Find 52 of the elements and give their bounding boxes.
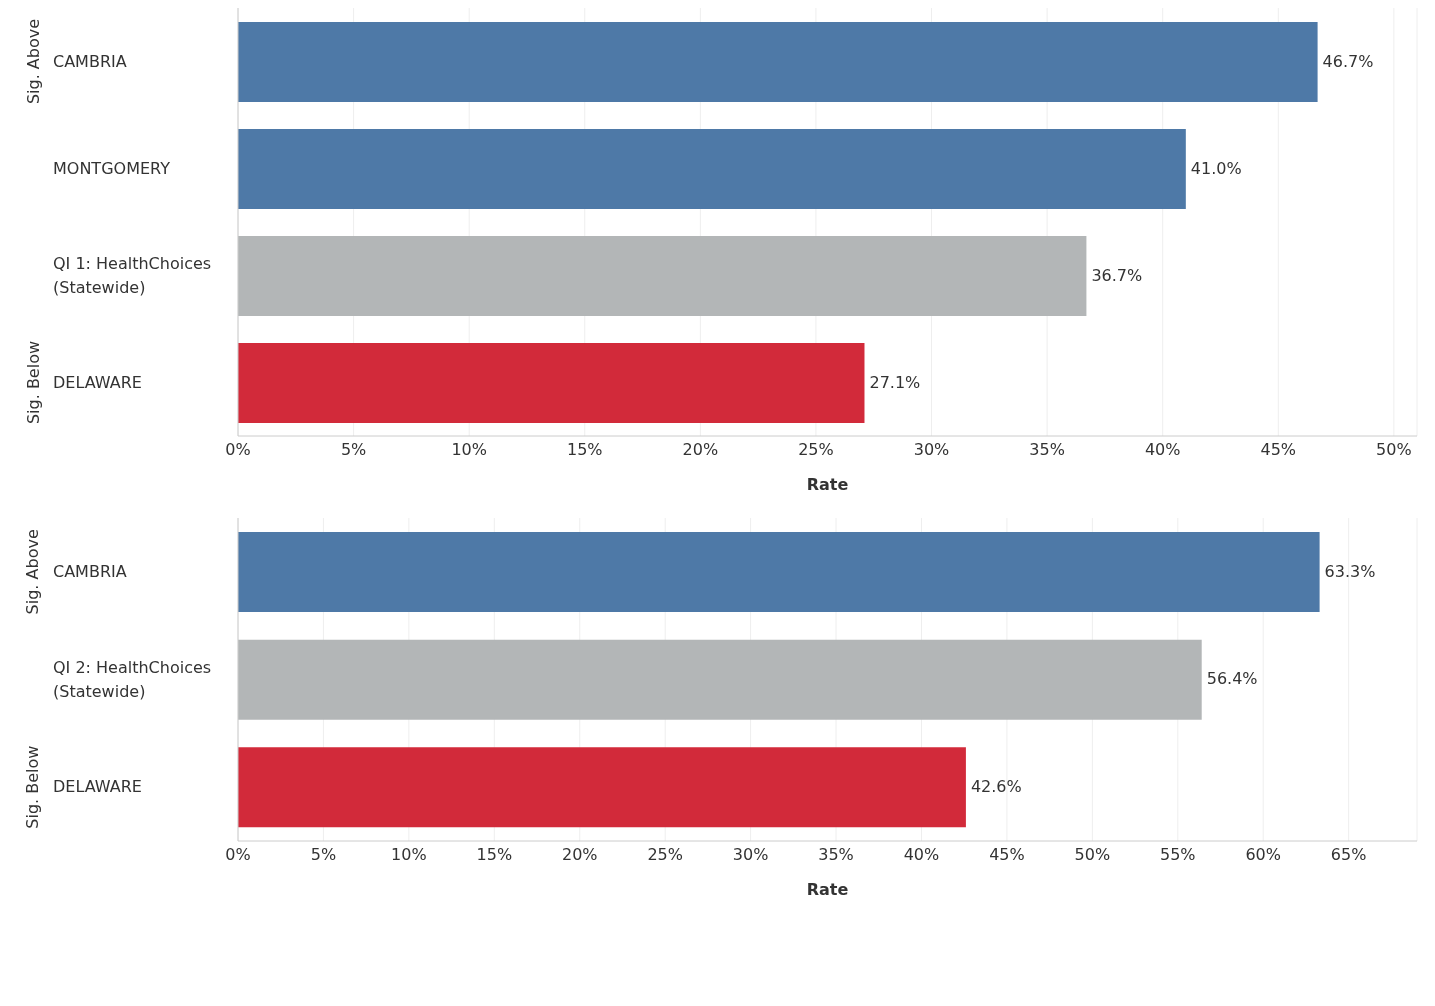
x-tick-label: 35%	[818, 845, 854, 865]
data-label: 63.3%	[1324, 561, 1376, 581]
y-tick-label: QI 1: HealthChoices (Statewide)	[53, 253, 212, 296]
x-tick-label: 50%	[1376, 440, 1412, 460]
y-tick-label: DELAWARE	[53, 776, 142, 796]
x-tick-label: 5%	[310, 845, 337, 865]
data-label: 36.7%	[1091, 265, 1143, 285]
data-label: 27.1%	[869, 372, 921, 392]
y-tick-label: CAMBRIA	[53, 561, 127, 581]
x-tick-label: 20%	[561, 845, 598, 865]
x-tick-label: 55%	[1160, 845, 1196, 865]
data-label: 56.4%	[1206, 669, 1258, 689]
data-label: 46.7%	[1322, 51, 1374, 71]
y-tick-label: QI 2: HealthChoices (Statewide)	[53, 657, 212, 700]
x-tick-label: 30%	[732, 845, 769, 865]
bar	[238, 22, 1318, 102]
data-label: 42.6%	[970, 776, 1022, 796]
x-tick-label: 60%	[1245, 845, 1281, 865]
x-tick-label: 25%	[798, 440, 834, 460]
x-tick-label: 35%	[1029, 440, 1065, 460]
bar	[238, 747, 966, 828]
x-tick-label: 50%	[1074, 845, 1111, 865]
text: Sig. Below	[23, 745, 43, 829]
x-tick-label: 25%	[647, 845, 683, 865]
x-tick-label: 15%	[566, 440, 603, 460]
x-tick-label: 20%	[682, 440, 719, 460]
x-tick-label: 0%	[225, 440, 251, 460]
bar	[238, 236, 1087, 316]
x-axis-title: Rate	[806, 880, 849, 899]
x-tick-label: 45%	[989, 845, 1025, 865]
x-tick-label: 65%	[1330, 845, 1367, 865]
x-tick-label: 5%	[340, 440, 367, 460]
y-tick-label: MONTGOMERY	[53, 158, 171, 177]
x-tick-label: 10%	[451, 440, 487, 460]
x-tick-label: 15%	[476, 845, 513, 865]
bar	[238, 129, 1186, 209]
bar	[238, 532, 1320, 612]
text: Sig. Above	[23, 529, 43, 615]
y-tick-label: DELAWARE	[53, 372, 142, 391]
x-tick-label: 40%	[1144, 440, 1181, 460]
text: Sig. Below	[23, 340, 43, 425]
x-axis-title: Rate	[806, 475, 849, 494]
y-tick-label: CAMBRIA	[53, 51, 127, 70]
x-tick-label: 0%	[225, 845, 251, 865]
data-label: 41.0%	[1190, 158, 1242, 178]
text: Sig. Above	[23, 18, 43, 105]
x-tick-label: 10%	[391, 845, 427, 865]
x-tick-label: 40%	[903, 845, 940, 865]
x-tick-label: 45%	[1260, 440, 1297, 460]
bar	[238, 639, 1202, 720]
bar	[238, 343, 865, 423]
x-tick-label: 30%	[913, 440, 950, 460]
